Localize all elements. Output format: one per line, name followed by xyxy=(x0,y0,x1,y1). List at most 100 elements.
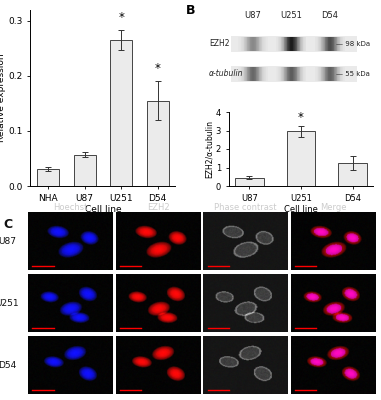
Bar xyxy=(327,67,328,80)
Bar xyxy=(291,67,292,80)
Bar xyxy=(287,67,288,80)
Bar xyxy=(254,67,255,80)
Bar xyxy=(305,67,306,80)
Bar xyxy=(267,37,268,51)
Bar xyxy=(325,67,326,80)
Bar xyxy=(261,67,262,80)
Bar xyxy=(321,67,322,80)
Bar xyxy=(340,37,341,51)
Bar xyxy=(256,67,257,80)
Bar xyxy=(281,37,282,51)
Bar xyxy=(257,37,258,51)
Bar xyxy=(337,67,338,80)
Bar xyxy=(344,67,345,80)
Bar xyxy=(342,67,343,80)
Title: EZH2: EZH2 xyxy=(147,202,170,212)
Bar xyxy=(266,67,267,80)
Text: C: C xyxy=(4,218,13,231)
Text: *: * xyxy=(298,111,304,124)
Bar xyxy=(240,37,241,51)
Bar xyxy=(317,67,318,80)
Bar xyxy=(295,67,296,80)
Bar xyxy=(324,37,325,51)
Bar xyxy=(239,67,240,80)
Bar xyxy=(263,37,264,51)
Bar xyxy=(244,67,245,80)
X-axis label: Cell line: Cell line xyxy=(284,206,318,214)
Bar xyxy=(256,37,257,51)
Bar xyxy=(329,37,330,51)
Bar xyxy=(316,37,317,51)
Bar xyxy=(341,67,342,80)
Bar xyxy=(290,37,291,51)
Bar xyxy=(303,67,304,80)
Bar xyxy=(299,67,300,80)
Bar xyxy=(278,67,279,80)
Bar xyxy=(336,67,337,80)
Title: Merge: Merge xyxy=(320,202,347,212)
Text: *: * xyxy=(155,62,161,76)
Bar xyxy=(322,37,323,51)
Text: U251: U251 xyxy=(280,11,302,20)
Bar xyxy=(321,37,322,51)
Bar xyxy=(242,37,243,51)
Bar xyxy=(254,37,255,51)
Bar xyxy=(327,37,328,51)
Bar xyxy=(289,37,290,51)
Bar xyxy=(340,67,341,80)
Bar xyxy=(262,67,263,80)
Bar xyxy=(338,163,367,186)
Bar xyxy=(294,67,295,80)
Bar xyxy=(334,67,335,80)
Bar xyxy=(259,37,260,51)
Bar xyxy=(244,37,245,51)
Bar xyxy=(267,67,268,80)
Text: — 98 kDa: — 98 kDa xyxy=(336,41,370,47)
Bar xyxy=(328,67,329,80)
Bar xyxy=(326,37,327,51)
Bar xyxy=(293,37,294,51)
Bar xyxy=(242,67,243,80)
Bar xyxy=(330,67,331,80)
Bar xyxy=(342,37,343,51)
Bar xyxy=(304,67,305,80)
Text: D54: D54 xyxy=(321,11,338,20)
Bar xyxy=(287,132,315,186)
Bar xyxy=(253,67,254,80)
Bar xyxy=(334,37,335,51)
Bar xyxy=(250,67,251,80)
Bar xyxy=(341,37,342,51)
Bar xyxy=(297,67,298,80)
Bar xyxy=(281,67,282,80)
Bar xyxy=(276,37,277,51)
Bar xyxy=(338,37,339,51)
Bar xyxy=(290,67,291,80)
Bar xyxy=(305,37,306,51)
Bar xyxy=(265,67,266,80)
Bar xyxy=(304,37,305,51)
Bar xyxy=(231,36,357,52)
Bar xyxy=(279,37,280,51)
Bar xyxy=(247,67,248,80)
Bar xyxy=(333,67,334,80)
Bar xyxy=(280,67,281,80)
Bar xyxy=(252,37,253,51)
Bar xyxy=(289,67,290,80)
Y-axis label: EZH2/α-tubulin: EZH2/α-tubulin xyxy=(205,120,214,178)
Text: EZH2: EZH2 xyxy=(209,40,230,48)
Bar xyxy=(291,37,292,51)
Text: D54: D54 xyxy=(0,360,16,370)
Bar xyxy=(339,37,340,51)
Bar xyxy=(263,67,264,80)
Bar xyxy=(264,37,265,51)
Bar xyxy=(292,67,293,80)
Bar xyxy=(326,67,327,80)
Bar xyxy=(343,37,344,51)
Bar xyxy=(284,67,285,80)
Bar xyxy=(265,37,266,51)
Bar xyxy=(329,67,330,80)
Bar xyxy=(251,67,252,80)
Bar xyxy=(283,37,284,51)
Bar xyxy=(258,67,259,80)
Bar xyxy=(239,37,240,51)
